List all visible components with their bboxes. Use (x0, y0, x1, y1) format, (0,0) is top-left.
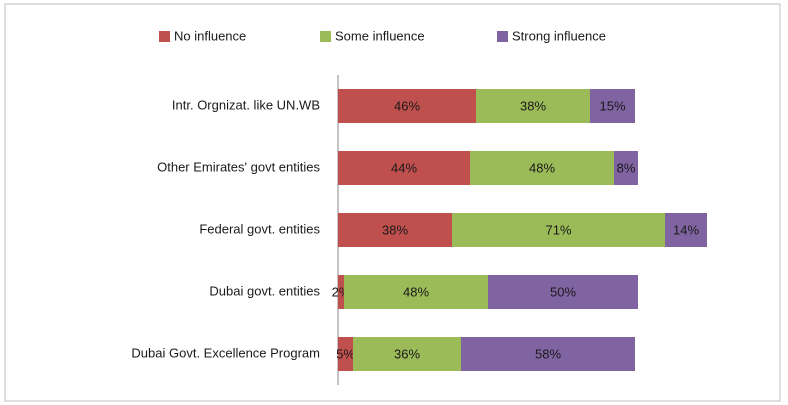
bar-segment (338, 213, 452, 247)
bar-segment (353, 337, 461, 371)
data-label: 44% (391, 160, 417, 175)
legend-swatch (320, 31, 331, 42)
data-label: 36% (394, 346, 420, 361)
data-label: 8% (617, 160, 636, 175)
data-label: 71% (545, 222, 571, 237)
data-label: 50% (550, 284, 576, 299)
bar-segment (488, 275, 638, 309)
bar-segment (470, 151, 614, 185)
bar-segment (344, 275, 488, 309)
y-tick-label: Other Emirates' govt entities (157, 159, 320, 174)
data-label: 46% (394, 98, 420, 113)
bar-segment (461, 337, 635, 371)
legend-label: Strong influence (512, 28, 606, 43)
legend-swatch (159, 31, 170, 42)
bar-segment (476, 89, 590, 123)
y-tick-label: Dubai Govt. Excellence Program (131, 345, 320, 360)
data-label: 38% (382, 222, 408, 237)
legend-label: Some influence (335, 28, 425, 43)
bar-segment (614, 151, 638, 185)
data-label: 38% (520, 98, 546, 113)
legend-swatch (497, 31, 508, 42)
legend-label: No influence (174, 28, 246, 43)
data-label: 14% (673, 222, 699, 237)
bar-segment (338, 337, 353, 371)
y-tick-label: Dubai govt. entities (209, 283, 320, 298)
y-tick-label: Federal govt. entities (199, 221, 320, 236)
bar-segment (590, 89, 635, 123)
bar-segment (665, 213, 707, 247)
bar-segment (452, 213, 665, 247)
data-label: 5% (336, 346, 355, 361)
chart-frame (4, 3, 781, 402)
bar-segment (338, 89, 476, 123)
data-label: 48% (403, 284, 429, 299)
data-label: 58% (535, 346, 561, 361)
bar-segment (338, 275, 344, 309)
bar-segment (338, 151, 470, 185)
data-label: 15% (599, 98, 625, 113)
data-label: 48% (529, 160, 555, 175)
y-tick-label: Intr. Orgnizat. like UN.WB (172, 97, 320, 112)
